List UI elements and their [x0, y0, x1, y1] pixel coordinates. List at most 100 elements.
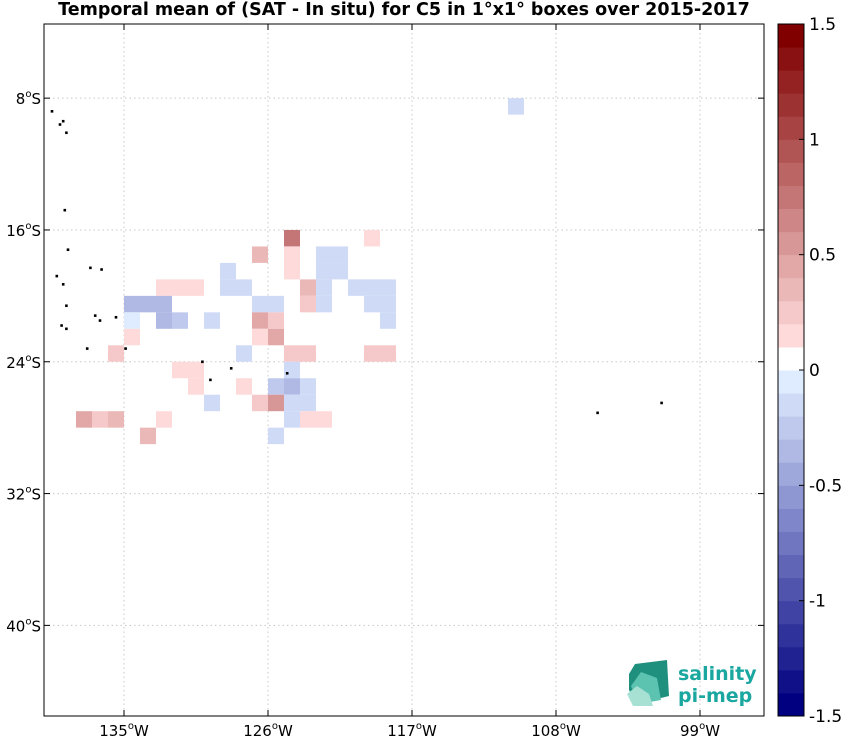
x-tick-label: 99oW [680, 721, 720, 740]
data-cell [300, 394, 316, 412]
plot-border [43, 23, 765, 717]
colorbar-segment [778, 116, 804, 140]
x-tick-label: 135oW [99, 721, 149, 740]
data-cell [268, 378, 284, 395]
x-tick-label: 117oW [387, 721, 437, 740]
data-cell [252, 394, 268, 412]
colorbar-segment [778, 139, 804, 163]
island [285, 371, 289, 375]
colorbar-tick-label: -1 [809, 592, 826, 612]
data-cell [188, 378, 204, 395]
x-axis-ticks: 135oW 126oW 117oW 108oW 99oW [99, 24, 720, 740]
colorbar-segment [778, 277, 804, 302]
data-cell [172, 361, 188, 379]
colorbar-segment [778, 554, 804, 579]
data-cell [364, 279, 380, 296]
colorbar-tick-label: 0 [809, 361, 820, 381]
data-cell [380, 279, 396, 296]
data-cell [236, 345, 252, 362]
island [93, 314, 97, 317]
colorbar-segment [778, 462, 804, 486]
data-cell [236, 378, 252, 395]
island [85, 347, 89, 350]
data-cell [140, 427, 156, 445]
data-cell [316, 279, 332, 296]
data-cell [348, 279, 364, 296]
x-tick-label: 126oW [243, 721, 293, 740]
island [65, 304, 68, 308]
colorbar-segment [778, 692, 804, 717]
data-cell [204, 394, 220, 412]
island [124, 347, 127, 350]
island [65, 131, 68, 135]
colorbar-segment [778, 231, 804, 256]
island [61, 283, 65, 286]
data-cell [156, 312, 172, 329]
data-cell [268, 394, 284, 412]
colorbar-segment [778, 485, 804, 509]
y-tick-label: 40oS [6, 616, 41, 635]
colorbar-tick-label: -1.5 [809, 707, 842, 727]
island [60, 324, 63, 327]
y-axis-ticks: 8oS 16oS 24oS 32oS 40oS [6, 89, 764, 635]
data-cell [284, 411, 300, 428]
data-cell [300, 295, 316, 313]
colorbar-segment [778, 323, 804, 348]
data-cell [316, 246, 332, 263]
colorbar-segment [778, 47, 804, 71]
data-cell [140, 295, 156, 313]
island [50, 110, 54, 113]
colorbar-segment [778, 24, 804, 48]
data-cell [188, 361, 204, 379]
data-cell [284, 229, 300, 247]
data-cell [76, 411, 92, 428]
data-cell [252, 246, 268, 263]
data-cell [220, 262, 236, 280]
data-cell [380, 295, 396, 313]
data-cell [316, 295, 332, 313]
data-cell [284, 345, 300, 362]
colorbar-segment [778, 185, 804, 210]
data-cell [92, 411, 108, 428]
island [61, 119, 65, 123]
data-cell [508, 98, 524, 115]
data-cell [284, 361, 300, 379]
logo-line-1: salinity [678, 663, 757, 685]
island [58, 123, 62, 126]
island [660, 401, 663, 405]
data-cell [300, 411, 316, 428]
colorbar-segment [778, 416, 804, 440]
data-cell [268, 427, 284, 445]
data-cell [220, 279, 236, 296]
y-tick-label: 32oS [6, 485, 41, 504]
island [63, 208, 67, 212]
data-cell [236, 279, 252, 296]
data-cell [268, 328, 284, 346]
x-tick-label: 108oW [531, 721, 581, 740]
salinity-pi-mep-logo: salinity pi-mep [627, 660, 757, 707]
data-cell [300, 345, 316, 362]
data-cell [156, 279, 172, 296]
colorbar-tick-label: -0.5 [809, 476, 842, 496]
colorbar-segment [778, 577, 804, 602]
colorbar-segment [778, 162, 804, 186]
colorbar-tick-label: 1 [809, 130, 820, 150]
data-cell [124, 295, 140, 313]
data-cell [332, 246, 348, 263]
y-tick-label: 8oS [16, 89, 41, 108]
colorbar-segment [778, 208, 804, 233]
data-cell [380, 345, 396, 362]
data-cell [156, 411, 172, 428]
data-cell [172, 312, 188, 329]
colorbar-segment [778, 508, 804, 532]
data-cell [300, 378, 316, 395]
colorbar-segment [778, 600, 804, 625]
island [114, 315, 118, 319]
data-cell [252, 312, 268, 329]
chart-title: Temporal mean of (SAT - In situ) for C5 … [58, 0, 750, 20]
logo-line-2: pi-mep [678, 685, 752, 707]
data-cell [124, 312, 140, 329]
colorbar-segment [778, 646, 804, 671]
data-cell [268, 295, 284, 313]
